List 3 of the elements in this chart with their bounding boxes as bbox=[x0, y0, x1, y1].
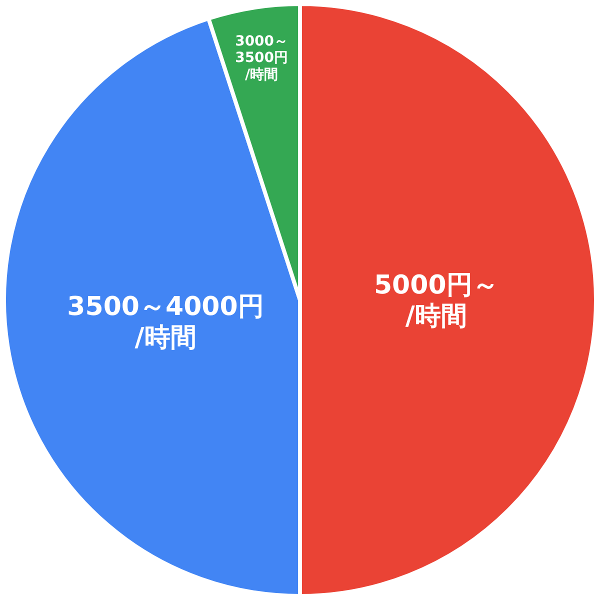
slice-label: 5000円～/時間 bbox=[374, 270, 498, 332]
slice-label: 3000～3500円/時間 bbox=[235, 33, 288, 84]
slice-label: 3500～4000円/時間 bbox=[67, 292, 264, 353]
